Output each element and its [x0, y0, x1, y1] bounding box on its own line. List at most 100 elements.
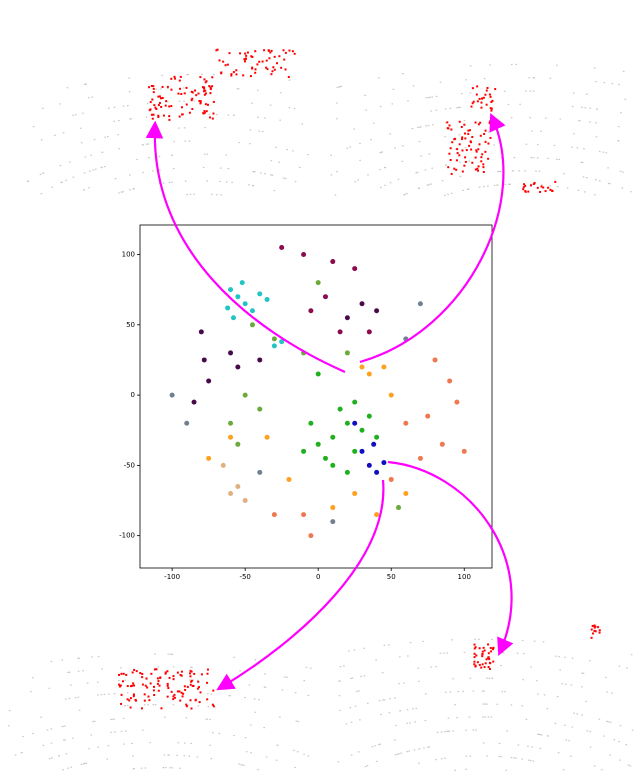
scatter-point [344, 420, 350, 426]
highlight-point [180, 691, 183, 694]
cloud-point [357, 751, 360, 753]
cloud-point [456, 717, 458, 719]
scatter-point [271, 343, 277, 349]
cloud-point [293, 749, 295, 752]
cloud-point [202, 166, 205, 169]
cloud-point [196, 756, 199, 758]
cloud-point [227, 114, 230, 116]
highlight-point [153, 104, 156, 107]
cloud-point [397, 178, 400, 180]
cloud-point [542, 641, 545, 643]
cloud-point [618, 665, 621, 667]
cloud-point [82, 189, 85, 191]
highlight-point [469, 140, 472, 143]
cloud-point [465, 755, 468, 757]
cloud-point [226, 181, 228, 183]
highlight-point [522, 188, 525, 191]
cloud-point [347, 650, 350, 652]
highlight-point [185, 705, 188, 708]
cloud-point [286, 676, 288, 678]
cloud-point [176, 754, 178, 756]
cloud-point [110, 731, 112, 734]
cloud-point [252, 170, 255, 173]
highlight-point [470, 105, 473, 108]
cloud-point [603, 82, 606, 84]
cloud-point [487, 185, 489, 187]
highlight-point [284, 68, 287, 71]
highlight-point [184, 688, 187, 691]
highlight-point [244, 58, 247, 61]
cloud-point [541, 734, 543, 736]
cloud-point [97, 681, 99, 683]
highlight-point [188, 672, 191, 675]
cloud-point [576, 713, 579, 715]
cloud-point [401, 145, 404, 147]
highlight-point [483, 132, 486, 135]
cloud-point [620, 112, 622, 114]
highlight-point [489, 136, 492, 139]
cloud-point [286, 148, 288, 151]
cloud-point [524, 170, 526, 172]
highlight-point [166, 670, 169, 673]
cloud-point [533, 77, 536, 79]
highlight-point [157, 689, 160, 692]
scatter-point [228, 350, 234, 356]
highlight-point [475, 149, 478, 152]
highlight-point [143, 693, 146, 696]
scatter-point [432, 357, 438, 363]
highlight-point [478, 663, 481, 666]
cloud-point [425, 97, 428, 99]
cloud-point [210, 758, 213, 760]
cloud-point [415, 707, 418, 709]
x-tick-label: 0 [316, 573, 320, 581]
scatter-point [228, 420, 234, 426]
cloud-point [40, 139, 43, 141]
highlight-point [155, 107, 158, 110]
highlight-point [220, 72, 223, 75]
cloud-point [436, 731, 439, 734]
plot-frame [139, 224, 493, 569]
scatter-point [366, 329, 372, 335]
highlight-point [155, 668, 158, 671]
cloud-point [424, 719, 427, 722]
cloud-point [147, 143, 150, 145]
highlight-point [119, 684, 122, 687]
cloud-point [237, 88, 240, 90]
cloud-point [124, 679, 126, 681]
cloud-point [581, 106, 583, 108]
cloud-point [593, 194, 596, 196]
highlight-point [488, 93, 491, 96]
cloud-point [418, 141, 421, 143]
scatter-point [403, 420, 409, 426]
cloud-point [123, 743, 125, 745]
highlight-point [491, 99, 494, 102]
cloud-point [588, 660, 591, 662]
cloud-point [364, 765, 367, 768]
cloud-point [279, 119, 281, 121]
scatter-point [374, 434, 380, 440]
highlight-point [544, 190, 547, 193]
highlight-point [148, 699, 151, 702]
cloud-point [141, 729, 144, 731]
cloud-point [263, 117, 266, 119]
cloud-point [611, 692, 613, 694]
cloud-point [113, 120, 116, 122]
highlight-point [287, 75, 290, 78]
highlight-point [460, 125, 463, 128]
highlight-point [593, 624, 596, 627]
cloud-point [525, 718, 528, 720]
cloud-point [79, 127, 82, 129]
scatter-point [249, 308, 255, 314]
highlight-point [166, 684, 169, 687]
cloud-point [464, 147, 467, 149]
cloud-point [263, 726, 265, 729]
highlight-point [475, 93, 478, 96]
cloud-point [67, 671, 69, 674]
cloud-point [231, 181, 233, 184]
cloud-point [120, 191, 123, 193]
cloud-point [556, 158, 558, 160]
cloud-point [409, 722, 411, 724]
cloud-point [173, 141, 175, 143]
scatter-point [315, 280, 321, 286]
cloud-point [244, 737, 247, 739]
